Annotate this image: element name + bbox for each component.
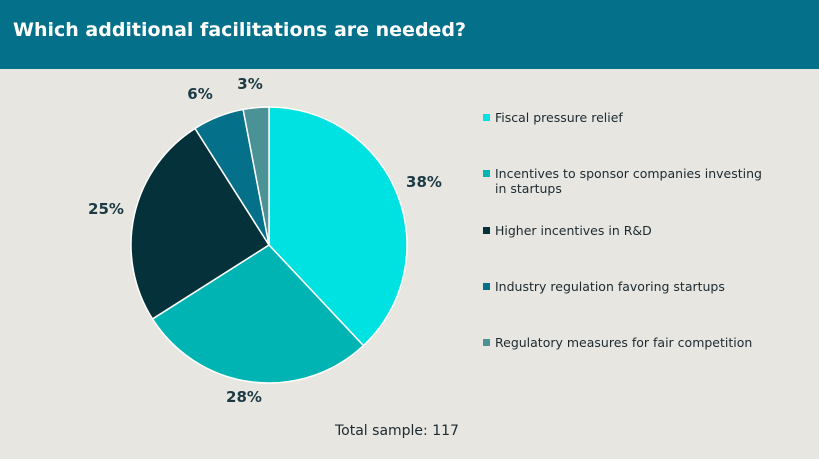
legend-label: Incentives to sponsor companies investin… (495, 166, 762, 196)
total-sample-note: Total sample: 117 (335, 423, 459, 439)
legend-swatch (483, 227, 490, 234)
legend-item-incentives: Incentives to sponsor companies investin… (483, 166, 773, 196)
slice-value-label: 28% (226, 388, 262, 406)
legend-swatch (483, 170, 490, 177)
legend-label: Industry regulation favoring startups (495, 279, 725, 294)
legend-swatch (483, 114, 490, 121)
slice-value-label: 25% (88, 200, 124, 218)
legend-swatch (483, 339, 490, 346)
header-bar: Which additional facilitations are neede… (0, 0, 819, 69)
legend-label: Fiscal pressure relief (495, 110, 623, 125)
legend-item-regulation: Industry regulation favoring startups (483, 279, 773, 294)
legend-item-fiscal: Fiscal pressure relief (483, 110, 773, 125)
pie-chart: 38% 28% 25% 6% 3% (88, 75, 442, 406)
legend-swatch (483, 283, 490, 290)
slice-value-label: 6% (187, 85, 212, 103)
page-title: Which additional facilitations are neede… (13, 19, 467, 41)
legend-label: Higher incentives in R&D (495, 223, 652, 238)
pie-slice (130, 127, 271, 320)
pie-slice (268, 106, 408, 347)
legend-item-rnd: Higher incentives in R&D (483, 223, 773, 238)
slice-value-label: 3% (237, 75, 262, 93)
legend-label: Regulatory measures for fair competition (495, 335, 753, 350)
pie-slice (242, 106, 270, 246)
pie-slice (151, 244, 365, 384)
legend-item-competition: Regulatory measures for fair competition (483, 335, 773, 350)
slice-value-label: 38% (406, 173, 442, 191)
